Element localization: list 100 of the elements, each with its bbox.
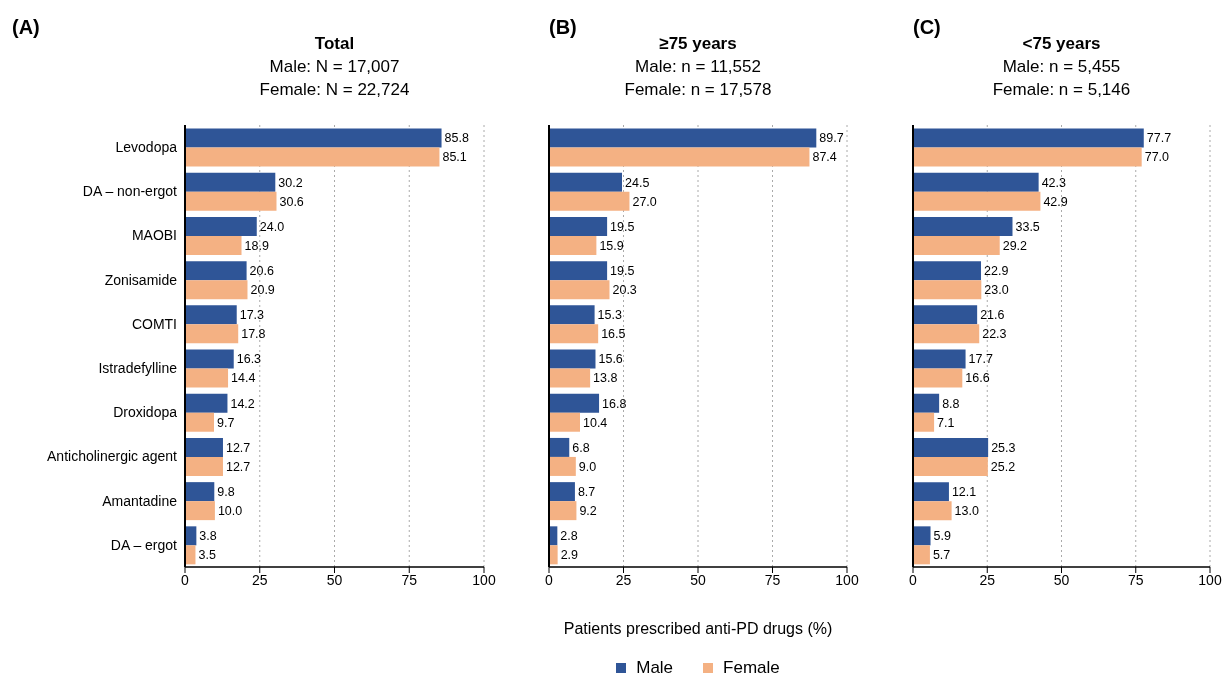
bar <box>549 412 580 432</box>
data-label: 85.8 <box>444 131 469 146</box>
bar <box>185 261 247 281</box>
data-label: 27.0 <box>632 194 657 209</box>
y-tick-label: Anticholinergic agent <box>47 448 178 465</box>
bar <box>185 280 248 300</box>
data-label: 14.2 <box>230 396 255 411</box>
data-label: 30.6 <box>279 194 304 209</box>
bar <box>185 482 215 502</box>
data-label: 19.5 <box>610 264 635 279</box>
data-label: 33.5 <box>1015 219 1040 234</box>
chart-subtitle: Male: n = 5,455 Female: n = 5,146 <box>991 56 1132 101</box>
bar <box>185 128 442 148</box>
data-label: 5.9 <box>933 529 951 544</box>
bar <box>185 235 242 255</box>
y-tick-label: Amantadine <box>102 492 178 509</box>
bar <box>549 305 595 325</box>
bar <box>549 393 600 413</box>
data-label: 89.7 <box>819 131 844 146</box>
data-label: 3.8 <box>199 529 217 544</box>
x-tick-label: 50 <box>1053 571 1070 588</box>
data-label: 16.5 <box>601 327 626 342</box>
bar <box>913 128 1144 148</box>
data-label: 17.7 <box>968 352 993 367</box>
data-label: 9.2 <box>579 504 597 519</box>
data-label: 13.8 <box>593 371 618 386</box>
data-label: 22.9 <box>984 264 1009 279</box>
bar <box>549 456 576 476</box>
data-label: 20.9 <box>250 283 275 298</box>
bar <box>549 216 608 236</box>
chart-title: ≥75 years <box>659 34 737 53</box>
bar <box>549 147 810 167</box>
bar <box>913 368 963 388</box>
x-tick-label: 0 <box>909 571 918 588</box>
bar <box>913 349 966 369</box>
y-tick-label: MAOBI <box>131 227 177 244</box>
data-label: 25.3 <box>991 440 1016 455</box>
text: (A) <box>12 16 40 39</box>
data-label: 24.0 <box>259 219 285 234</box>
x-tick-label: 50 <box>326 571 343 588</box>
data-label: 13.0 <box>954 504 979 519</box>
bar <box>913 526 931 546</box>
bar <box>185 172 276 192</box>
data-label: 12.1 <box>951 485 977 500</box>
data-label: 25.2 <box>990 459 1016 474</box>
data-label: 20.3 <box>612 283 637 298</box>
bar <box>913 437 989 457</box>
bar <box>913 412 935 432</box>
data-label: 77.7 <box>1146 131 1172 146</box>
bar <box>913 482 949 502</box>
bar <box>549 349 596 369</box>
data-label: 29.2 <box>1002 238 1028 253</box>
bar <box>185 456 223 476</box>
bar <box>913 280 982 300</box>
chart-subtitle: Male: n = 11,552 Female: n = 17,578 <box>623 56 773 101</box>
x-tick-label: 100 <box>472 571 496 588</box>
bar <box>549 501 577 521</box>
x-tick-label: 75 <box>1127 571 1144 588</box>
bar <box>913 545 930 565</box>
bar <box>913 261 982 281</box>
bar <box>913 324 980 344</box>
bar <box>549 235 597 255</box>
data-label: 15.3 <box>597 308 622 323</box>
bar <box>185 324 239 344</box>
bar <box>913 216 1013 236</box>
bar <box>549 128 817 148</box>
data-label: 12.7 <box>225 459 251 474</box>
bar <box>913 172 1039 192</box>
data-label: 16.3 <box>236 352 262 367</box>
data-label: 42.3 <box>1041 175 1067 190</box>
bar <box>549 545 558 565</box>
bar <box>913 393 940 413</box>
data-label: 9.7 <box>217 415 235 430</box>
data-label: 10.0 <box>217 504 243 519</box>
bar <box>549 191 630 211</box>
data-label: 16.6 <box>965 371 990 386</box>
chart-subtitle: Male: N = 17,007 Female: N = 22,724 <box>258 56 411 101</box>
data-label: 2.8 <box>560 529 578 544</box>
data-label: 17.3 <box>239 308 265 323</box>
bar <box>913 191 1041 211</box>
bar <box>549 482 575 502</box>
data-label: 10.4 <box>582 415 608 430</box>
y-tick-label: Zonisamide <box>104 271 178 288</box>
bar <box>913 456 988 476</box>
bar <box>185 437 223 457</box>
data-label: 15.6 <box>598 352 623 367</box>
data-label: 19.5 <box>610 219 635 234</box>
bar <box>913 235 1000 255</box>
data-label: 23.0 <box>984 283 1009 298</box>
x-tick-label: 100 <box>1198 571 1222 588</box>
bar <box>549 172 623 192</box>
data-label: 16.8 <box>602 396 627 411</box>
bar <box>185 216 257 236</box>
data-label: 14.4 <box>231 371 256 386</box>
data-label: 2.9 <box>560 548 579 563</box>
data-label: 17.8 <box>241 327 266 342</box>
y-tick-label: DA – non-ergot <box>82 183 178 200</box>
y-tick-label: COMTI <box>131 315 177 332</box>
data-label: 5.7 <box>932 548 951 563</box>
data-label: 8.7 <box>577 485 596 500</box>
